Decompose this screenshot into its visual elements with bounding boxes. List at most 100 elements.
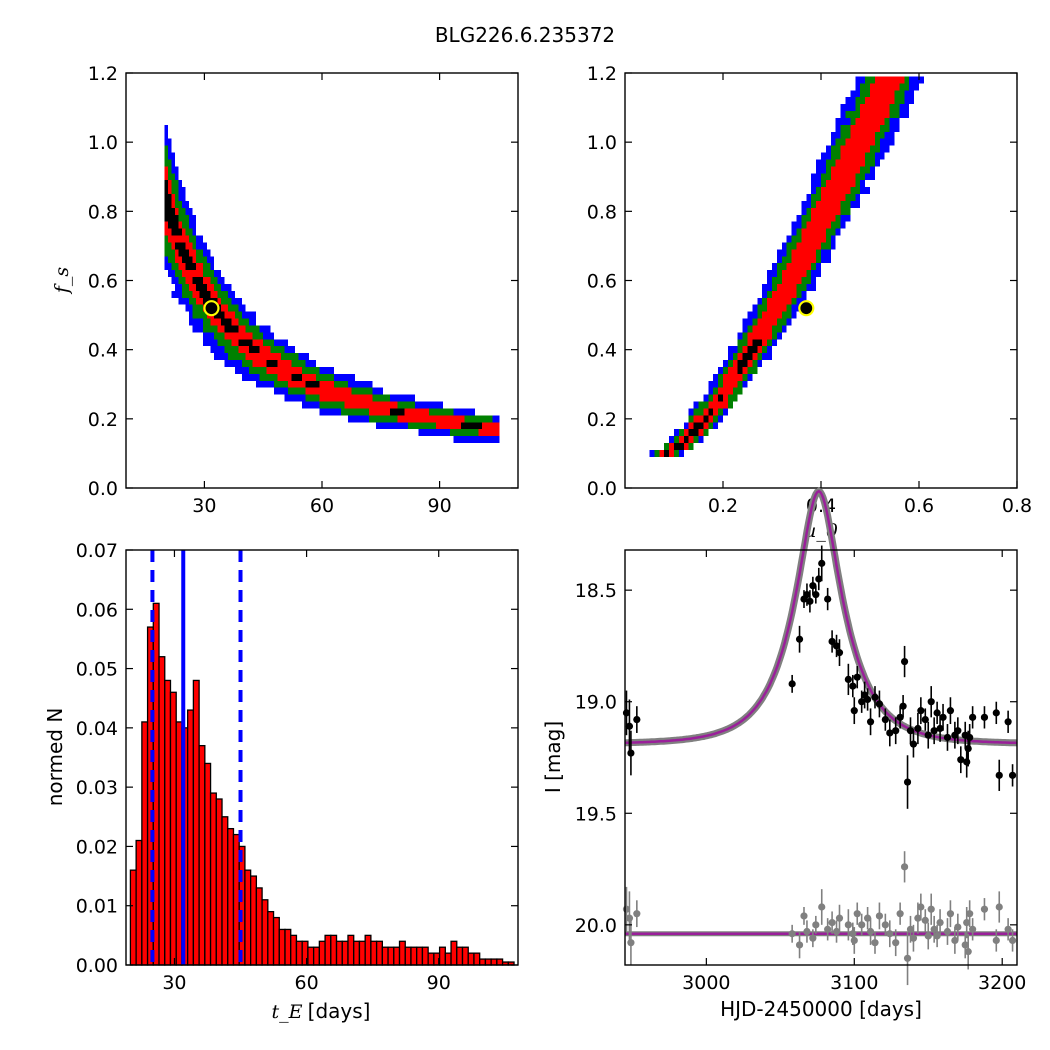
data-point <box>930 727 938 735</box>
residual-point <box>633 910 641 918</box>
panel-light-curve-xlabel: HJD-2450000 [days] <box>720 997 922 1021</box>
density-cell <box>213 311 225 319</box>
density-cell <box>167 235 190 243</box>
density-cell <box>865 97 895 105</box>
panel-u0-fs: 0.2 0.4 0.6 0.80.00.20.40.60.81.01.2 u_0 <box>587 63 1032 542</box>
histogram-bar <box>324 934 332 966</box>
ax3-xtick-label: 90 <box>427 972 451 994</box>
density-cell <box>840 152 866 160</box>
histogram-bar <box>393 946 401 966</box>
residual-point <box>906 925 915 933</box>
residual-point <box>966 910 974 918</box>
ax4-ytick-label: 19.0 <box>575 692 617 714</box>
data-point <box>957 756 965 764</box>
density-cell <box>478 429 500 437</box>
density-cell <box>860 104 890 112</box>
residual-point <box>961 941 969 949</box>
residual-point <box>969 925 977 933</box>
ax1-ytick-label: 1.0 <box>88 132 118 154</box>
histogram-bar <box>381 946 389 966</box>
density-cell <box>196 283 207 291</box>
residual-point <box>803 927 811 936</box>
ax2-ytick-label: 0.6 <box>587 271 617 293</box>
ax3-ytick-label: 0.02 <box>76 836 118 858</box>
residual-point <box>853 910 861 918</box>
histogram-bar <box>467 952 475 966</box>
data-point <box>927 698 935 706</box>
density-cell <box>850 131 875 139</box>
data-point <box>828 637 836 646</box>
residual-point <box>835 914 844 922</box>
density-cell <box>182 270 204 278</box>
histogram-bar <box>175 721 183 966</box>
density-cell <box>718 387 733 395</box>
density-cell <box>811 214 836 222</box>
density-cell <box>747 332 772 340</box>
density-cell <box>718 394 723 402</box>
residual-point <box>828 919 836 927</box>
ax1-xtick-label: 90 <box>428 495 452 517</box>
residual-point <box>914 914 922 922</box>
density-cell <box>747 346 758 354</box>
density-cell <box>723 380 738 388</box>
residual-point <box>933 932 941 940</box>
density-cell <box>693 422 704 430</box>
residual-point <box>963 919 971 927</box>
residual-point <box>936 919 944 927</box>
histogram-bar <box>261 899 269 966</box>
residual-point <box>832 927 841 936</box>
density-cell <box>791 249 817 257</box>
residual-point <box>903 954 912 962</box>
density-cell <box>870 83 900 91</box>
histogram-bar <box>307 946 315 966</box>
ax3-ytick-label: 0.06 <box>76 599 118 621</box>
ax1-ytick-label: 0.2 <box>88 409 118 431</box>
residual-point <box>627 939 635 947</box>
density-cell <box>164 138 172 146</box>
ax1-ytick-label: 0.8 <box>88 201 118 223</box>
density-cell <box>164 124 168 132</box>
histogram-bar <box>421 946 429 966</box>
residual-point <box>896 910 904 918</box>
ax3-ytick-label: 0.00 <box>76 955 118 977</box>
histogram-bar <box>416 946 424 966</box>
density-cell <box>305 387 352 395</box>
density-cell <box>164 173 168 181</box>
residual-point <box>951 936 959 945</box>
density-cell <box>781 277 802 284</box>
density-cell <box>767 297 792 305</box>
data-point <box>809 582 817 590</box>
ax4-xtick-label: 3100 <box>830 972 878 994</box>
ax1-ytick-label: 0.6 <box>88 271 118 293</box>
histogram-bar <box>358 940 366 966</box>
density-cell <box>772 290 797 298</box>
residual-point <box>788 930 796 938</box>
histogram-bar <box>244 869 252 966</box>
density-cell <box>830 173 856 181</box>
residual-point <box>909 934 918 942</box>
density-cell <box>840 145 870 153</box>
histogram-bar <box>129 869 137 966</box>
density-cell <box>164 173 175 181</box>
histogram-bar <box>484 958 492 966</box>
residual-point <box>900 863 909 871</box>
histogram-bar <box>249 875 258 966</box>
density-cell <box>164 166 168 174</box>
panel-tE-histogram-xlabel: t_E [days] <box>272 999 371 1023</box>
model-curve <box>625 489 1018 745</box>
density-cell <box>757 318 777 326</box>
ax3-ytick-label: 0.04 <box>76 718 118 740</box>
data-point <box>1004 718 1012 726</box>
histogram-bar <box>278 928 286 966</box>
histogram-bar <box>255 887 263 966</box>
density-cell <box>850 124 880 132</box>
histogram-bar <box>387 946 395 966</box>
data-point <box>992 709 1000 717</box>
density-cell <box>164 152 175 160</box>
density-cell <box>776 283 797 291</box>
histogram-bar <box>438 946 446 966</box>
histogram-bar <box>141 721 149 966</box>
residual-point <box>917 903 925 911</box>
density-cell <box>821 187 851 195</box>
histogram-bar <box>232 833 240 966</box>
